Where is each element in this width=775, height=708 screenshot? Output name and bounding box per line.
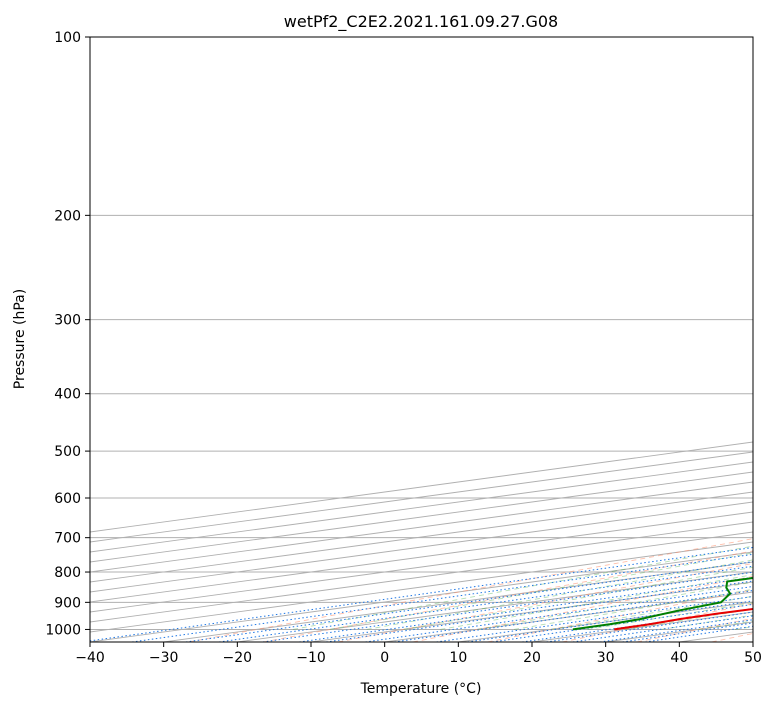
isotherm-line (90, 511, 753, 603)
y-tick-label: 300 (54, 313, 81, 329)
y-tick-label: 400 (54, 387, 81, 403)
y-axis-label: Pressure (hPa) (12, 289, 28, 389)
mixing-ratio-line (546, 611, 753, 642)
moist-adiabat (513, 588, 753, 630)
dry-adiabat (711, 632, 753, 642)
mixing-ratio-line (299, 576, 753, 642)
dry-adiabat (338, 562, 753, 642)
isotherm-line (384, 591, 753, 642)
isotherm-line (752, 641, 753, 642)
y-tick-label: 100 (54, 30, 81, 46)
isotherm-line (90, 541, 753, 633)
isotherm-line (90, 461, 753, 553)
isotherm-line (605, 621, 753, 642)
dry-adiabat (562, 603, 753, 642)
moist-adiabat (734, 626, 753, 630)
x-tick-label: −20 (223, 650, 253, 666)
dry-adiabat (188, 538, 753, 642)
isotherm-line (90, 531, 753, 623)
x-tick-label: 40 (670, 650, 688, 666)
dry-adiabat (412, 575, 753, 642)
y-tick-label: 700 (54, 531, 81, 547)
isotherm-line (90, 451, 753, 543)
plot-area: 0.10.20.40.611.52346810131620253036-100-… (90, 37, 753, 642)
y-tick-label: 1000 (45, 622, 81, 638)
x-tick-label: −10 (296, 650, 326, 666)
x-axis-label: Temperature (°C) (360, 681, 482, 697)
x-tick-label: 30 (597, 650, 615, 666)
x-tick-label: −40 (75, 650, 105, 666)
mixing-ratio-line (365, 585, 753, 642)
dewpoint-profile-line (572, 576, 753, 631)
isotherm-line (90, 471, 753, 563)
isotherm-line (90, 491, 753, 583)
isotherm-line (90, 501, 753, 593)
x-tick-label: 50 (744, 650, 762, 666)
isotherm-line (90, 521, 753, 613)
y-tick-label: 800 (54, 565, 81, 581)
moist-adiabat (477, 581, 753, 630)
isotherm-line (531, 611, 753, 642)
x-tick-label: −30 (149, 650, 179, 666)
temperature-profile-line (614, 607, 753, 631)
y-tick-label: 900 (54, 595, 81, 611)
chart-title: wetPf2_C2E2.2021.161.09.27.G08 (284, 12, 558, 32)
dry-adiabat (487, 589, 753, 642)
x-tick-label: 20 (523, 650, 541, 666)
plot-frame (89, 36, 754, 643)
isotherm-line (310, 581, 753, 642)
y-tick-label: 500 (54, 444, 81, 460)
y-tick-label: 600 (54, 491, 81, 507)
x-tick-label: 0 (380, 650, 389, 666)
isotherm-line (90, 481, 753, 573)
moist-adiabat (661, 614, 753, 630)
mixing-ratio-line (326, 580, 753, 642)
axes: −40 −30 −20 −10 0 10 20 30 40 50 100 200 300 400 500 60… (45, 30, 762, 666)
y-tick-label: 200 (54, 208, 81, 224)
isotherm-line (90, 551, 753, 642)
x-tick-label: 10 (449, 650, 467, 666)
dry-adiabat (263, 550, 753, 642)
mixing-ratio-line (394, 590, 753, 642)
dry-adiabat (636, 617, 753, 642)
